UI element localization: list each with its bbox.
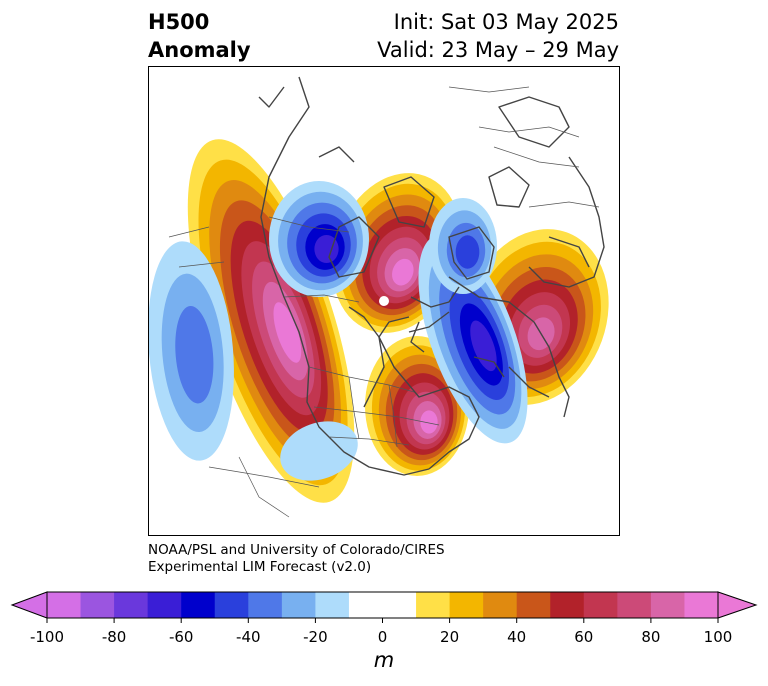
border <box>388 384 398 448</box>
colorbar-extend-high <box>717 591 758 619</box>
colorbar-swatch <box>650 592 685 618</box>
colorbar-tick-label: 20 <box>440 628 460 646</box>
border <box>478 126 580 138</box>
anomaly-contour <box>280 421 358 481</box>
colorbar-swatch <box>583 592 618 618</box>
border <box>313 406 440 426</box>
anomaly-contour <box>314 234 339 264</box>
colorbar-swatch <box>47 592 82 618</box>
coastline <box>328 216 380 278</box>
anomaly-fields <box>149 139 609 503</box>
coastline <box>318 146 355 163</box>
anomaly-contour <box>420 410 438 434</box>
anomaly-contour <box>392 258 414 286</box>
colorbar-tick-label: -80 <box>101 628 127 646</box>
border <box>238 456 290 518</box>
border <box>448 86 530 93</box>
colorbar-tick-label: -100 <box>29 628 65 646</box>
border <box>283 294 360 303</box>
coastline <box>383 176 435 228</box>
colorbar-swatch <box>147 592 182 618</box>
colorbar-swatch <box>416 592 451 618</box>
valid-range: Valid: 23 May – 29 May <box>377 38 619 62</box>
colorbar-unit: m <box>373 648 395 672</box>
colorbar-swatch <box>315 592 350 618</box>
colorbar-swatch <box>248 592 283 618</box>
colorbar-swatch <box>550 592 585 618</box>
colorbar-tick-label: -60 <box>168 628 194 646</box>
north-pole-marker <box>379 296 389 306</box>
colorbar-tick-label: 0 <box>377 628 388 646</box>
colorbar-tick-label: 40 <box>507 628 527 646</box>
colorbar-tick-label: -40 <box>236 628 261 646</box>
map-title: H500 Anomaly <box>148 8 251 64</box>
credit-line-1: NOAA/PSL and University of Colorado/CIRE… <box>148 542 445 558</box>
colorbar-swatch <box>181 592 216 618</box>
colorbar <box>10 591 758 623</box>
colorbar-swatch <box>80 592 115 618</box>
colorbar-tick-label: -20 <box>303 628 328 646</box>
title-field: Anomaly <box>148 38 251 62</box>
colorbar-swatch <box>281 592 316 618</box>
title-variable: H500 <box>148 10 210 34</box>
anomaly-contour <box>470 320 497 372</box>
anomaly-positive-western-north-america <box>187 139 355 503</box>
coastline <box>260 76 430 476</box>
borders <box>168 86 600 518</box>
anomaly-map <box>148 66 620 536</box>
colorbar-tick-label: 100 <box>703 628 733 646</box>
coastline <box>508 366 550 398</box>
coastline <box>410 286 460 308</box>
border <box>528 201 600 208</box>
colorbar-swatch <box>348 592 383 618</box>
colorbar-swatch <box>516 592 551 618</box>
init-date: Init: Sat 03 May 2025 <box>393 10 619 34</box>
colorbar-swatch <box>214 592 249 618</box>
coastline <box>488 166 530 208</box>
coastline <box>378 316 480 470</box>
colorbar-tick-label: 80 <box>641 628 661 646</box>
credit: NOAA/PSL and University of Colorado/CIRE… <box>148 542 445 576</box>
colorbar-swatch <box>684 592 719 618</box>
border <box>178 261 225 268</box>
colorbar-swatch <box>483 592 518 618</box>
colorbar-swatch <box>449 592 484 618</box>
border <box>308 366 415 393</box>
anomaly-contour <box>175 305 214 404</box>
colorbar-swatch <box>382 592 417 618</box>
anomaly-contour <box>273 302 302 363</box>
anomaly-negative-north-pacific <box>149 241 234 461</box>
anomaly-contour <box>455 235 480 269</box>
border <box>348 376 360 440</box>
anomaly-negative-east-siberia <box>269 181 369 297</box>
anomaly-negative-barents-sea <box>429 198 497 294</box>
coastline <box>528 156 605 288</box>
border <box>208 466 320 488</box>
coastline <box>548 236 590 268</box>
coastline <box>473 356 505 378</box>
coastline <box>448 276 570 418</box>
colorbar-swatch <box>114 592 149 618</box>
credit-line-2: Experimental LIM Forecast (v2.0) <box>148 559 372 575</box>
colorbar-extend-low <box>10 591 48 619</box>
coastline <box>348 306 385 408</box>
border <box>493 146 580 168</box>
coastline <box>498 96 570 148</box>
forecast-dates: Init: Sat 03 May 2025 Valid: 23 May – 29… <box>377 8 619 64</box>
colorbar-swatch <box>617 592 652 618</box>
coastlines <box>258 76 605 476</box>
border <box>268 216 350 233</box>
border <box>168 226 210 238</box>
coastline <box>410 321 425 353</box>
map-canvas <box>149 76 609 518</box>
anomaly-negative-southwest-us <box>280 421 358 481</box>
coastline <box>258 86 285 108</box>
colorbar-tick-label: 60 <box>574 628 594 646</box>
coastline <box>448 226 495 280</box>
border <box>328 436 410 446</box>
